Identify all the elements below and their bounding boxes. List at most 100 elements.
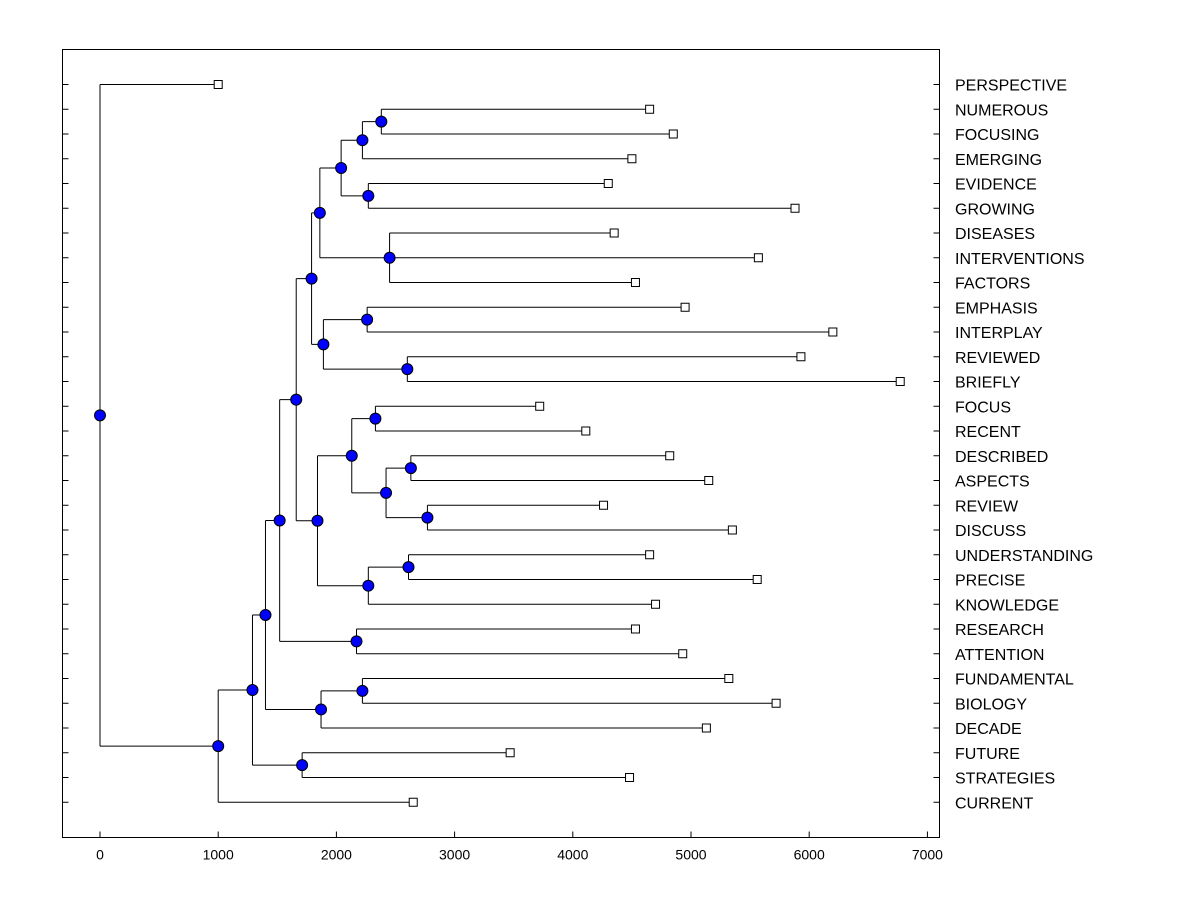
cluster-node (369, 412, 382, 425)
x-tick-label: 7000 (912, 847, 943, 863)
cluster-node (421, 511, 434, 524)
leaf-label: INTERVENTIONS (955, 251, 1085, 268)
leaf-marker (603, 179, 613, 188)
cluster-node (305, 272, 318, 285)
leaf-label: ASPECTS (955, 474, 1030, 491)
leaf-label: FOCUS (955, 399, 1011, 416)
cluster-node (315, 703, 328, 716)
leaf-label: BIOLOGY (955, 696, 1027, 713)
leaf-label: EMPHASIS (955, 300, 1038, 317)
cluster-node (375, 115, 388, 128)
leaf-marker (599, 500, 609, 510)
leaf-label: PRECISE (955, 573, 1025, 590)
leaf-label: ATTENTION (955, 647, 1044, 664)
cluster-node (290, 393, 303, 406)
leaf-label: STRATEGIES (955, 771, 1055, 788)
x-tick-label: 5000 (675, 847, 706, 863)
leaf-marker (630, 624, 640, 634)
leaf-label: FOCUSING (955, 127, 1039, 144)
cluster-node (345, 449, 358, 462)
cluster-node (273, 514, 286, 527)
x-tick-label: 1000 (203, 847, 234, 863)
leaf-marker (625, 773, 635, 782)
leaf-label: PERSPECTIVE (955, 78, 1067, 95)
leaf-marker (790, 203, 800, 213)
cluster-node (362, 579, 375, 592)
leaf-labels: PERSPECTIVE NUMEROUS FOCUSING EMERGING EVIDE… (955, 78, 1093, 813)
leaf-marker (771, 698, 781, 708)
leaf-marker (408, 797, 418, 807)
leaf-marker (609, 228, 619, 238)
leaf-marker (895, 377, 905, 386)
leaf-marker (651, 599, 661, 609)
cluster-node (356, 684, 369, 697)
leaf-label: NUMEROUS (955, 102, 1048, 119)
cluster-node (404, 462, 417, 475)
leaf-label: DECADE (955, 721, 1022, 738)
leaf-label: FUNDAMENTAL (955, 672, 1074, 689)
leaf-marker (752, 575, 762, 584)
leaf-label: CURRENT (955, 795, 1033, 812)
x-tick-label: 4000 (557, 847, 588, 863)
cluster-node (212, 740, 225, 753)
leaf-marker (535, 401, 545, 411)
dendrogram-leaves (213, 80, 905, 807)
plot-frame (62, 49, 940, 838)
leaf-label: INTERPLAY (955, 325, 1043, 342)
leaf-marker (678, 649, 688, 659)
cluster-node (380, 486, 393, 499)
leaf-label: RECENT (955, 424, 1021, 441)
leaf-marker (727, 525, 737, 535)
leaf-label: REVIEW (955, 498, 1019, 515)
cluster-node (317, 338, 330, 351)
leaf-marker (581, 426, 591, 436)
cluster-node (311, 514, 324, 527)
x-axis: 0 1000 2000 3000 4000 5000 6000 7000 (96, 831, 943, 863)
leaf-label: DESCRIBED (955, 449, 1048, 466)
leaf-label: REVIEWED (955, 350, 1040, 367)
cluster-node (362, 189, 375, 202)
x-tick-label: 2000 (321, 847, 352, 863)
leaf-label: EMERGING (955, 152, 1042, 169)
cluster-node (246, 684, 259, 697)
leaf-marker (665, 451, 675, 461)
cluster-node (402, 561, 415, 574)
dendrogram-edges (99, 84, 901, 803)
cluster-node (313, 206, 326, 219)
leaf-marker (668, 129, 678, 139)
leaf-label: DISCUSS (955, 523, 1026, 540)
leaf-marker (753, 253, 763, 263)
leaf-label: FUTURE (955, 746, 1020, 763)
leaf-marker (645, 550, 655, 560)
dendrogram-nodes (94, 115, 434, 772)
leaf-marker (645, 104, 655, 114)
leaf-marker (630, 278, 640, 287)
leaf-label: RESEARCH (955, 622, 1044, 639)
x-tick-label: 0 (96, 847, 104, 863)
cluster-node (350, 635, 363, 648)
leaf-marker (724, 674, 734, 683)
leaf-marker (701, 723, 711, 733)
x-tick-label: 6000 (794, 847, 825, 863)
cluster-node (259, 608, 272, 621)
cluster-node (296, 759, 309, 772)
cluster-node (383, 251, 396, 264)
leaf-marker (704, 476, 714, 485)
cluster-node (401, 363, 414, 376)
leaf-marker (627, 154, 637, 164)
leaf-marker (828, 327, 838, 337)
leaf-label: DISEASES (955, 226, 1035, 243)
cluster-node (356, 134, 369, 147)
cluster-node (335, 162, 348, 175)
leaf-label: GROWING (955, 201, 1035, 218)
leaf-marker (680, 302, 690, 312)
leaf-label: UNDERSTANDING (955, 548, 1093, 565)
x-tick-label: 3000 (439, 847, 470, 863)
cluster-node (94, 409, 106, 422)
leaf-marker (505, 748, 515, 758)
leaf-marker (213, 80, 223, 89)
cluster-node (361, 313, 374, 326)
leaf-label: FACTORS (955, 276, 1030, 293)
leaf-marker (796, 352, 806, 362)
